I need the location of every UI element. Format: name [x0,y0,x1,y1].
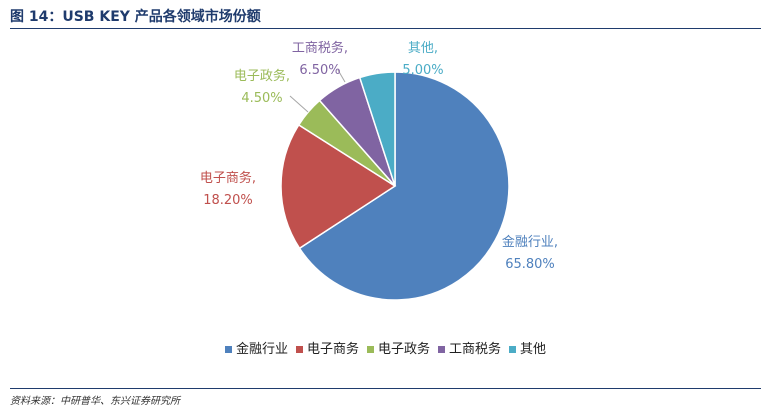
legend-label: 工商税务 [449,342,502,357]
legend-label: 金融行业 [235,342,288,357]
data-label-name: 电子政务, [234,68,290,84]
data-label-name: 金融行业, [502,234,558,250]
pie-slice-2 [280,123,397,250]
leader-lines [289,69,346,113]
legend-label: 电子商务 [306,342,359,357]
data-label-value: 6.50% [299,63,340,78]
legend-label: 其他 [520,342,547,357]
source-note: 资料来源：中研普华、东兴证券研究所 [10,396,180,407]
data-label-3: 电子政务, 4.50% [234,68,290,106]
legend-swatch [295,346,303,353]
legend-item-4: 工商税务 [438,338,501,357]
figure-title: 图 14：USB KEY 产品各领域市场份额 [10,9,261,25]
data-label-value: 18.20% [203,193,253,208]
legend-item-2: 电子商务 [295,338,359,357]
pie-slice-1 [298,71,510,301]
leader-line-4 [337,69,346,83]
data-label-1: 金融行业, 65.80% [502,234,558,272]
data-label-name: 其他, [408,41,438,56]
data-label-4: 工商税务, 6.50% [292,40,348,78]
data-label-2: 电子商务, 18.20% [200,170,256,208]
title-divider [10,28,761,29]
data-label-value: 4.50% [241,91,282,106]
legend-item-3: 电子政务 [366,338,430,357]
data-labels: 金融行业, 65.80% 电子商务, 18.20% 电子政务, 4.50% 工商税务, 6.5… [200,40,558,272]
footer-divider [10,388,761,389]
legend-swatch [224,346,232,353]
title-bar: 图 14：USB KEY 产品各领域市场份额 [0,0,771,32]
pie-slices [280,71,510,301]
legend-item-5: 其他 [509,338,546,357]
legend-swatch [366,346,374,353]
leader-line-3 [289,95,309,113]
chart-legend: 金融行业 电子商务 电子政务 工商税务 其他 [0,338,771,357]
data-label-name: 电子商务, [200,170,256,186]
data-label-name: 工商税务, [292,40,348,56]
legend-label: 电子政务 [377,342,430,357]
data-label-value: 5.00% [402,63,443,78]
data-label-5: 其他, 5.00% [402,41,443,78]
legend-swatch [438,346,445,353]
data-label-value: 65.80% [505,257,555,272]
pie-chart: 金融行业, 65.80% 电子商务, 18.20% 电子政务, 4.50% 工商税务, 6.5… [200,40,558,301]
legend-item-1: 金融行业 [224,338,288,357]
legend-swatch [509,346,517,353]
pie-slice-5 [358,71,396,187]
